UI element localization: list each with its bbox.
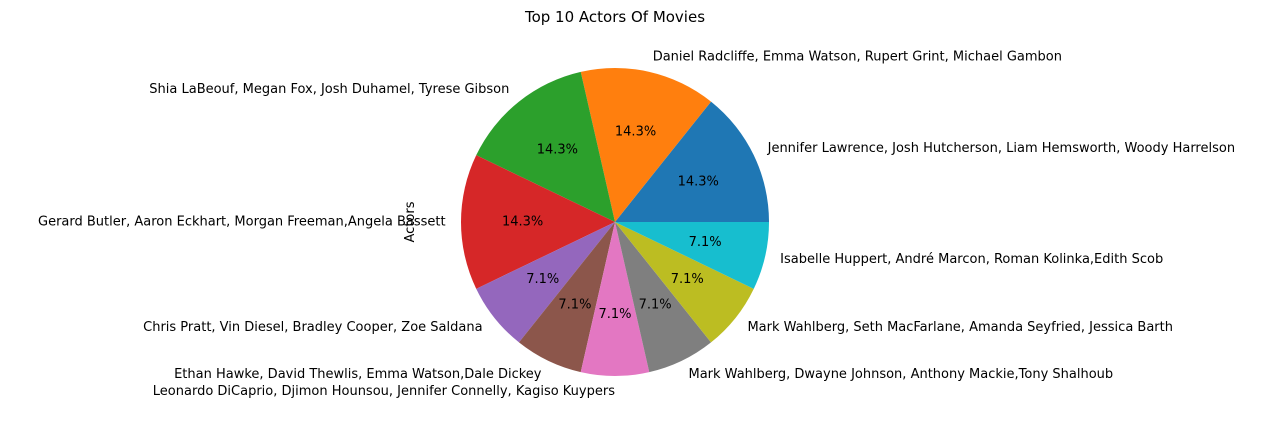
pie-slice-1 <box>615 101 769 222</box>
slice-label-3: Shia LaBeouf, Megan Fox, Josh Duhamel, T… <box>149 82 509 97</box>
slice-label-4: Gerard Butler, Aaron Eckhart, Morgan Fre… <box>38 215 446 230</box>
pie-slice-4 <box>461 155 615 289</box>
pie-slices <box>461 68 769 376</box>
slice-label-8: Mark Wahlberg, Dwayne Johnson, Anthony M… <box>688 367 1113 382</box>
pie-slice-10 <box>615 222 769 289</box>
pie-slice-5 <box>476 222 615 343</box>
slice-label-9: Mark Wahlberg, Seth MacFarlane, Amanda S… <box>747 320 1173 335</box>
percent-label-6: 7.1% <box>558 298 591 313</box>
y-axis-label: Actors <box>403 201 418 242</box>
pie-slice-3 <box>476 71 615 222</box>
pie-slice-6 <box>518 222 615 373</box>
pie-slice-7 <box>580 222 650 376</box>
percent-label-2: 14.3% <box>615 124 656 139</box>
percent-label-9: 7.1% <box>671 272 704 287</box>
slice-label-6: Ethan Hawke, David Thewlis, Emma Watson,… <box>174 367 542 382</box>
pie-slice-8 <box>615 222 712 373</box>
slice-label-7: Leonardo DiCaprio, Djimon Hounsou, Jenni… <box>153 384 615 399</box>
percent-label-8: 7.1% <box>639 298 672 313</box>
pie-slice-2 <box>580 68 712 222</box>
percent-label-10: 7.1% <box>689 235 722 250</box>
slice-label-10: Isabelle Huppert, André Marcon, Roman Ko… <box>780 252 1163 267</box>
percent-label-1: 14.3% <box>678 174 719 189</box>
percent-label-5: 7.1% <box>526 272 559 287</box>
percent-label-3: 14.3% <box>537 142 578 157</box>
pie-slice-9 <box>615 222 754 343</box>
percent-label-4: 14.3% <box>502 215 543 230</box>
percent-labels: 14.3% 14.3% 14.3% 14.3% 7.1% 7.1% 7.1% 7.1% 7.1%… <box>502 124 722 321</box>
slice-labels: Jennifer Lawrence, Josh Hutcherson, Liam… <box>38 49 1235 399</box>
slice-label-2: Daniel Radcliffe, Emma Watson, Rupert Gr… <box>653 49 1062 64</box>
slice-label-1: Jennifer Lawrence, Josh Hutcherson, Liam… <box>767 141 1235 156</box>
chart-title: Top 10 Actors Of Movies <box>524 8 705 26</box>
percent-label-7: 7.1% <box>598 307 631 322</box>
slice-label-5: Chris Pratt, Vin Diesel, Bradley Cooper,… <box>143 320 482 335</box>
